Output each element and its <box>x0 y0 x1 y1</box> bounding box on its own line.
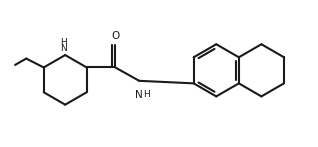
Text: H: H <box>60 38 67 47</box>
Text: H: H <box>143 90 149 99</box>
Text: N: N <box>60 44 67 53</box>
Text: N: N <box>135 90 142 100</box>
Text: O: O <box>111 31 120 41</box>
